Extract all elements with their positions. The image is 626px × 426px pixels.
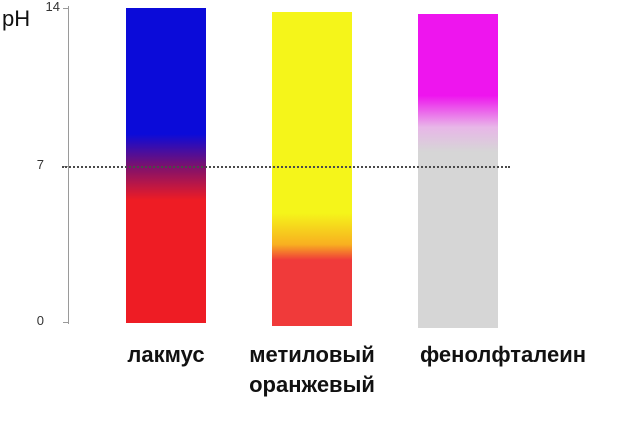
neutral-line	[62, 166, 510, 168]
methyl-orange-bar	[272, 12, 352, 326]
tick-label-14: 14	[45, 0, 60, 14]
litmus-label: лакмус	[127, 342, 205, 367]
phenolphthalein-bar	[418, 14, 498, 328]
ph-axis	[68, 6, 69, 324]
methyl-orange-label: метиловый оранжевый	[226, 340, 398, 400]
tick-label-7: 7	[36, 157, 44, 172]
tick-0	[63, 322, 69, 323]
methyl-orange-label-line-1: метиловый	[249, 342, 375, 367]
tick-label-0: 0	[36, 313, 44, 328]
ph-axis-title: pH	[2, 6, 31, 31]
methyl-orange-label-line-2: оранжевый	[249, 372, 375, 397]
litmus-bar	[126, 8, 206, 323]
tick-14	[63, 8, 69, 9]
phenolphthalein-label: фенолфталеин	[419, 342, 587, 367]
